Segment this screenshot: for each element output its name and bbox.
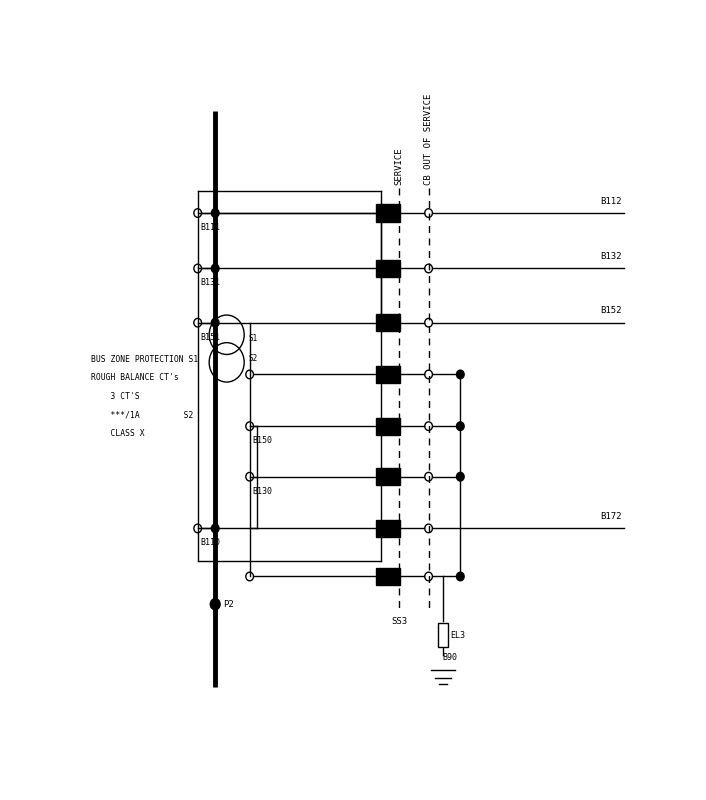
Text: B132: B132 [600, 252, 622, 261]
Text: CLASS X: CLASS X [91, 429, 145, 438]
Text: EL3: EL3 [450, 630, 465, 639]
Bar [376, 205, 400, 222]
Circle shape [377, 318, 385, 327]
Bar [376, 468, 400, 486]
Circle shape [377, 209, 385, 218]
Circle shape [457, 572, 464, 581]
Text: ***/1A         S2: ***/1A S2 [91, 410, 193, 419]
Text: P2: P2 [223, 600, 234, 609]
Text: B110: B110 [201, 538, 220, 547]
Text: B90: B90 [443, 654, 457, 662]
Circle shape [457, 422, 464, 430]
Bar [376, 418, 400, 435]
Bar [438, 622, 448, 647]
Text: B130: B130 [253, 486, 273, 495]
Circle shape [210, 598, 220, 610]
Text: B151: B151 [201, 333, 220, 342]
Text: SERVICE: SERVICE [395, 148, 404, 186]
Text: BUS ZONE PROTECTION S1: BUS ZONE PROTECTION S1 [91, 354, 198, 364]
Circle shape [377, 264, 385, 273]
Circle shape [211, 264, 219, 273]
Circle shape [457, 370, 464, 378]
Text: B172: B172 [600, 512, 622, 521]
Text: B150: B150 [253, 436, 273, 445]
Text: S2: S2 [249, 354, 258, 363]
Text: B111: B111 [201, 223, 220, 232]
Text: S1: S1 [249, 334, 258, 343]
Bar [376, 568, 400, 585]
Circle shape [211, 524, 219, 533]
Text: CB OUT OF SERVICE: CB OUT OF SERVICE [424, 94, 433, 186]
Text: 3 CT'S: 3 CT'S [91, 392, 140, 401]
Circle shape [457, 472, 464, 481]
Bar [376, 520, 400, 537]
Text: B131: B131 [201, 278, 220, 287]
Bar [376, 366, 400, 383]
Text: SS3: SS3 [391, 617, 407, 626]
Text: B152: B152 [600, 306, 622, 315]
Text: B112: B112 [600, 197, 622, 206]
Circle shape [211, 209, 219, 218]
Bar [376, 260, 400, 277]
Circle shape [211, 318, 219, 327]
Text: ROUGH BALANCE CT's: ROUGH BALANCE CT's [91, 373, 179, 382]
Bar [376, 314, 400, 331]
